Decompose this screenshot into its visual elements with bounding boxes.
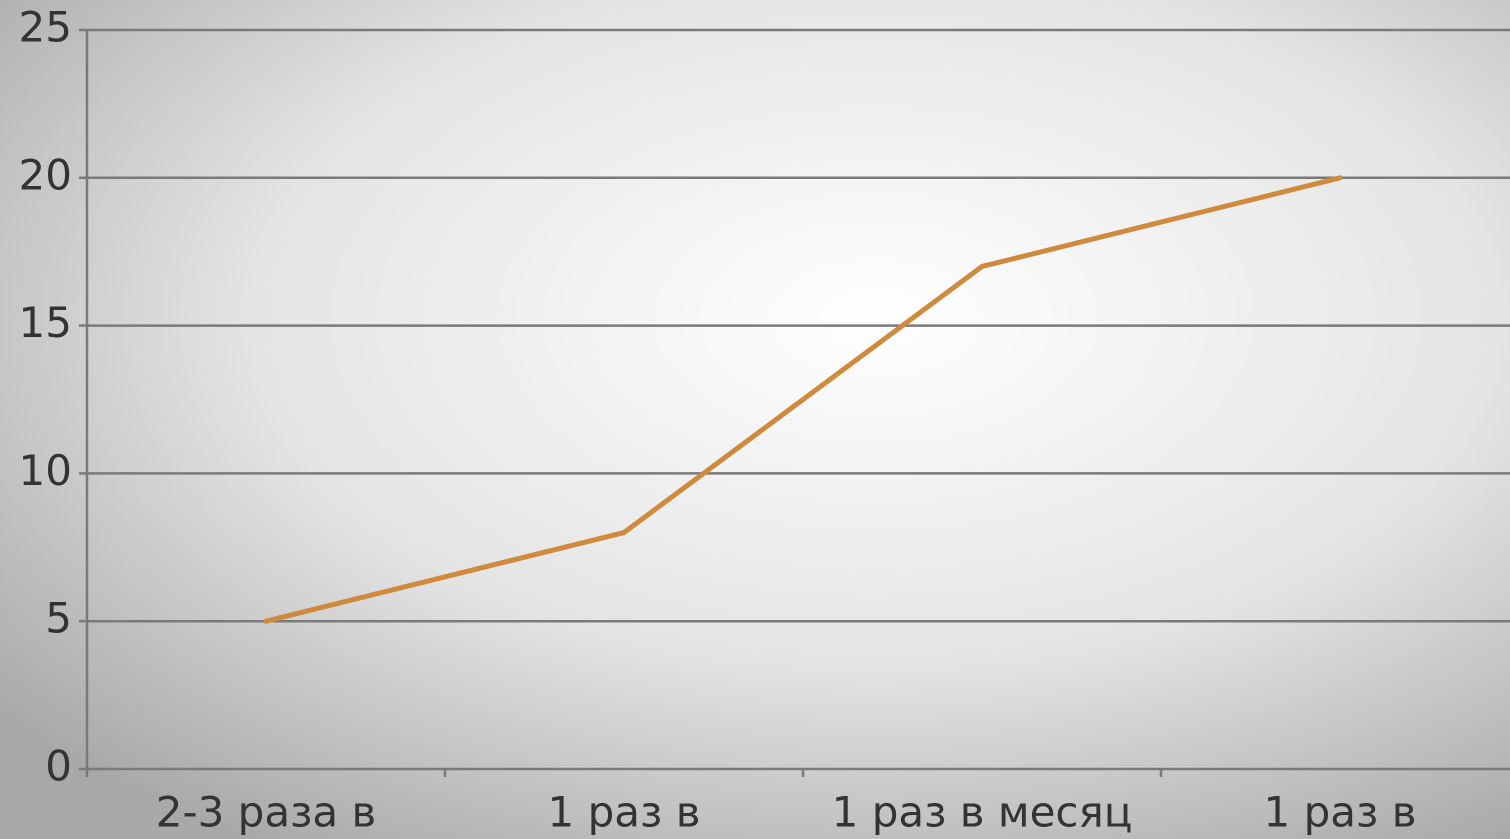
data-line [263, 175, 1343, 624]
x-tick-label: 1 раз в [1264, 788, 1417, 837]
y-tick-label: 25 [19, 3, 72, 52]
y-tick-label: 15 [19, 298, 72, 347]
y-tick-label: 0 [45, 742, 72, 791]
y-tick-label: 20 [19, 150, 72, 199]
x-tick-label: 2-3 раза в [156, 788, 377, 837]
x-tick-label: 1 раз в [548, 788, 701, 837]
x-tick-label: 1 раз в месяц [832, 788, 1133, 837]
y-tick-label: 5 [45, 594, 72, 643]
y-tick-label: 10 [19, 446, 72, 495]
